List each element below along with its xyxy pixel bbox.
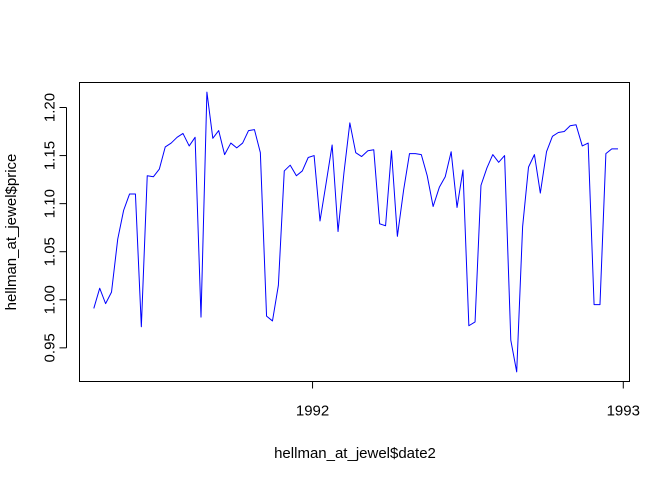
y-tick-label: 1.00 xyxy=(42,285,59,314)
x-axis-label: hellman_at_jewel$date2 xyxy=(274,445,436,462)
x-tick-label: 1992 xyxy=(296,403,329,420)
series-layer xyxy=(93,91,618,373)
y-tick-label: 1.10 xyxy=(42,189,59,218)
x-tick-label: 1993 xyxy=(607,403,640,420)
y-axis: 0.95 1.00 1.05 1.10 1.15 1.20 xyxy=(42,93,67,362)
y-tick-label: 1.15 xyxy=(42,141,59,170)
plot-box xyxy=(79,82,630,382)
y-tick-label: 1.05 xyxy=(42,237,59,266)
x-axis: 1992 1993 xyxy=(296,381,640,420)
price-series-line xyxy=(93,91,618,373)
y-tick-label: 1.20 xyxy=(42,93,59,122)
y-tick-label: 0.95 xyxy=(42,333,59,362)
y-axis-label: hellman_at_jewel$price xyxy=(3,154,20,311)
